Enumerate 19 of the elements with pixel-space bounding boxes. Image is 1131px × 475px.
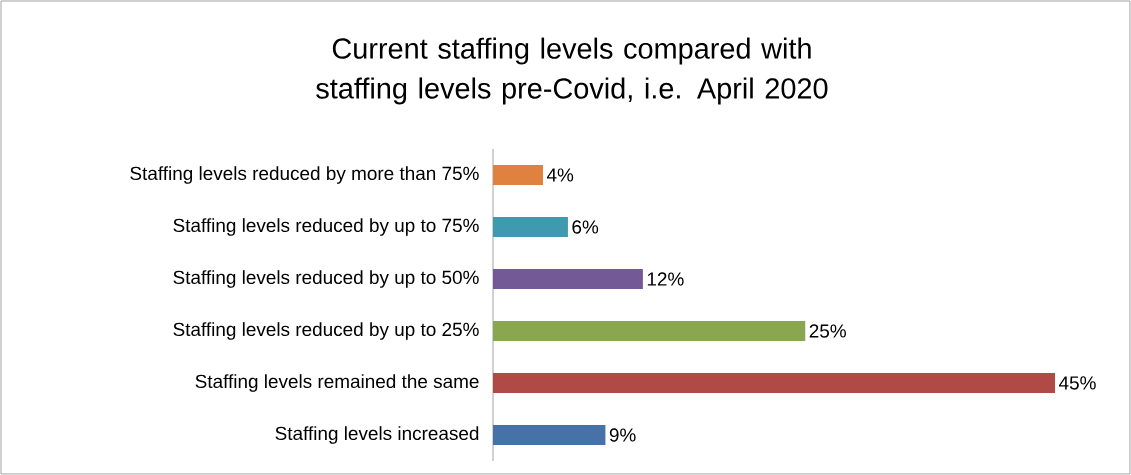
data-label: 25%: [809, 324, 846, 338]
bar: [493, 268, 643, 289]
data-label: 6%: [572, 220, 599, 234]
bar: [493, 424, 606, 445]
y-tick-label: Staffing levels remained the same: [195, 374, 479, 392]
data-label: 12%: [647, 272, 684, 286]
bar: [493, 216, 568, 237]
data-label: 45%: [1059, 376, 1096, 390]
data-label: 4%: [546, 168, 574, 182]
y-tick-label: Staffing levels increased: [275, 426, 479, 444]
chart-title: Current staffing levels compared with staffing levels pre-Covid, i.e. April 2020: [316, 37, 828, 105]
y-tick-label: Staffing levels reduced by more than 75%: [130, 166, 479, 184]
y-tick-label: Staffing levels reduced by up to 75%: [173, 218, 479, 236]
data-label: 9%: [609, 428, 636, 442]
bar: [493, 164, 543, 185]
y-tick-label: Staffing levels reduced by up to 25%: [173, 322, 479, 340]
y-tick-label: Staffing levels reduced by up to 50%: [173, 270, 479, 288]
bar: [493, 372, 1056, 393]
bar: [493, 320, 806, 341]
